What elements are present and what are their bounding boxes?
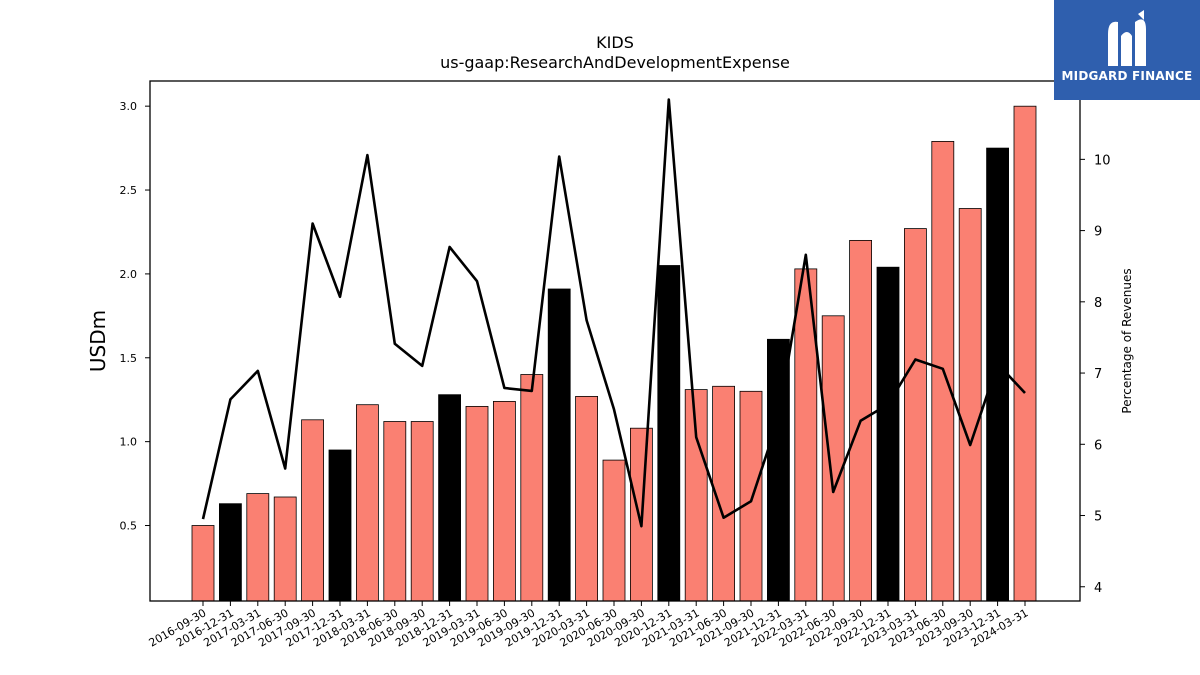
y2-tick-label: 7 [1094,367,1102,382]
bar-2023-09-30 [958,208,982,602]
bar-2019-06-30 [492,400,516,602]
chart-subtitle: us-gaap:ResearchAndDevelopmentExpense [440,53,790,72]
bar-2017-12-31 [328,449,352,602]
bar-2021-09-30 [739,390,763,602]
y2-axis-ticks: 4 5 6 7 8 9 10 [1080,153,1111,596]
bar-2016-09-30 [191,525,215,602]
plot-frame [149,80,1081,602]
bar-2023-12-31 [986,147,1009,602]
bar-2020-06-30 [602,459,626,602]
line-series [201,98,1026,528]
percentage-line [201,98,1026,528]
bar-2019-12-31 [547,288,571,602]
y2-tick-label: 4 [1094,581,1102,596]
y-tick-label: 3.0 [120,100,138,113]
x-axis-ticks: 2016-09-302016-12-312017-03-312017-06-30… [147,601,1031,650]
y-axis-label: USDm [86,310,110,372]
y2-tick-label: 5 [1094,510,1102,525]
y-tick-label: 1.5 [120,352,138,365]
bar-2023-03-31 [904,228,927,602]
bar-2018-09-30 [410,421,434,602]
bar-2016-12-31 [218,503,242,602]
bar-2019-09-30 [520,374,544,602]
brand-logo: MIDGARD FINANCE [1054,0,1200,100]
bar-2018-03-31 [355,404,379,602]
y-tick-label: 0.5 [120,520,138,533]
midgard-m-logo-icon [1108,10,1146,66]
y-tick-label: 2.0 [120,268,138,281]
bar-2017-09-30 [301,419,325,602]
y2-tick-label: 10 [1094,153,1111,168]
bar-2020-03-31 [575,395,598,602]
bar-series [191,105,1037,602]
brand-name: MIDGARD FINANCE [1061,69,1193,83]
bar-2019-03-31 [465,405,489,602]
y-tick-label: 1.0 [120,436,138,449]
bar-2017-03-31 [246,493,270,602]
y-tick-label: 2.5 [120,184,138,197]
bar-2022-06-30 [821,315,845,602]
y2-tick-label: 6 [1094,438,1102,453]
y2-tick-label: 8 [1094,296,1102,311]
y2-tick-label: 9 [1094,225,1102,240]
bar-2018-12-31 [438,394,462,602]
y2-axis-label: Percentage of Revenues [1120,268,1134,413]
bar-2020-12-31 [657,265,681,602]
bar-2018-06-30 [383,421,407,602]
bar-2022-12-31 [876,266,900,602]
bar-2017-06-30 [273,496,297,602]
bar-2024-03-31 [1013,105,1037,602]
chart-title: KIDS [596,33,634,52]
y-axis-ticks: 0.5 1.0 1.5 2.0 2.5 3.0 [120,100,150,533]
